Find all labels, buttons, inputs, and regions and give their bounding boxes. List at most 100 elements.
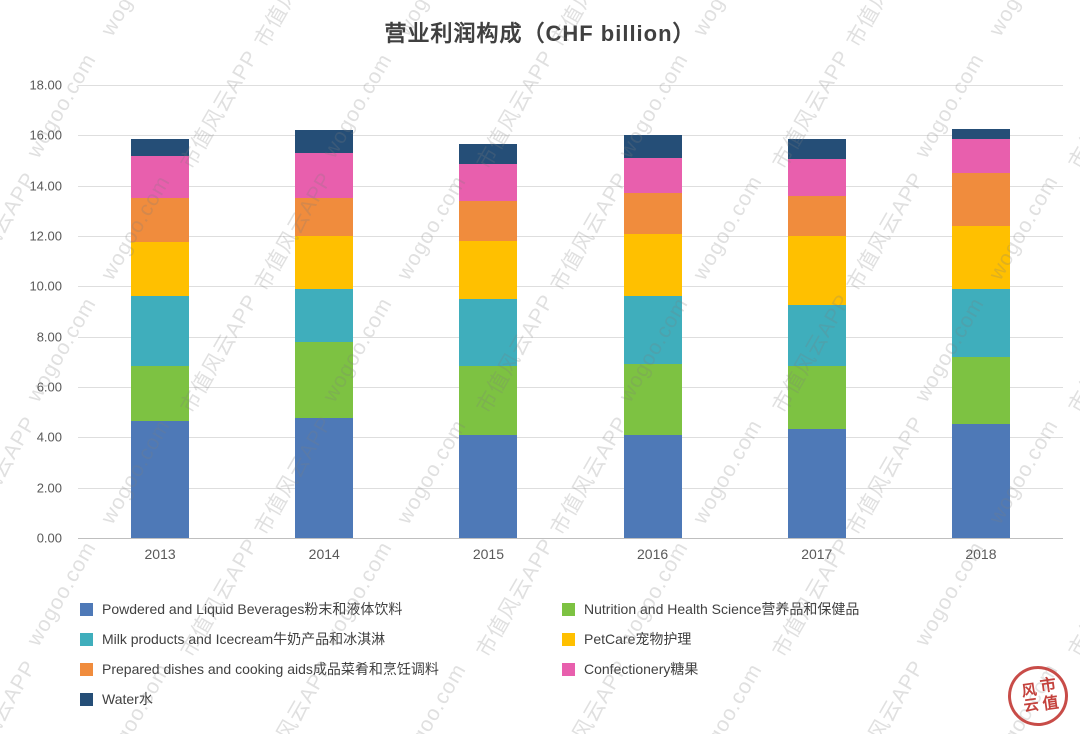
- bar-segment: [295, 341, 354, 419]
- stacked-bar-2017: [787, 85, 846, 538]
- bar-segment: [459, 164, 518, 201]
- legend-item: PetCare宠物护理: [562, 629, 1030, 649]
- legend-swatch-icon: [80, 602, 93, 616]
- legend-label: Milk products and Icecream牛奶产品和冰淇淋: [102, 631, 386, 647]
- bar-segment: [623, 193, 682, 234]
- stacked-bar-2014: [295, 85, 354, 538]
- bar-slot-2015: [406, 85, 570, 538]
- bar-slot-2017: [735, 85, 899, 538]
- bar-segment: [787, 236, 846, 306]
- bar-segment: [951, 139, 1010, 174]
- legend-swatch-icon: [562, 662, 575, 676]
- legend-item: Water水: [80, 689, 562, 709]
- bar-slot-2018: [899, 85, 1063, 538]
- bar-segment: [951, 356, 1010, 424]
- legend-item: Confectionery糖果: [562, 659, 1030, 679]
- bar-segment: [131, 139, 190, 156]
- x-axis-label: 2016: [637, 546, 669, 562]
- bar-slot-2016: [571, 85, 735, 538]
- y-axis: 0.00 2.00 4.00 6.00 8.00 10.00 12.00 14.00 16.00…: [0, 78, 70, 546]
- legend-label: Powdered and Liquid Beverages粉末和液体饮料: [102, 601, 403, 617]
- legend-item: Milk products and Icecream牛奶产品和冰淇淋: [80, 629, 562, 649]
- legend-item: Prepared dishes and cooking aids成品菜肴和烹饪调…: [80, 659, 562, 679]
- y-tick-label: 18.00: [29, 77, 62, 93]
- legend-swatch-icon: [80, 692, 93, 706]
- bar-segment: [623, 158, 682, 194]
- bar-segment: [623, 434, 682, 538]
- y-tick-label: 4.00: [36, 429, 62, 445]
- bar-segment: [131, 296, 190, 366]
- legend-swatch-icon: [80, 632, 93, 646]
- legend-item: Nutrition and Health Science营养品和保健品: [562, 599, 1030, 619]
- bar-segment: [459, 298, 518, 366]
- watermark-text: 市值风云APP: [0, 656, 42, 734]
- bar-segment: [459, 365, 518, 435]
- y-tick-label: 6.00: [36, 379, 62, 395]
- y-tick-label: 16.00: [29, 127, 62, 143]
- legend-swatch-icon: [80, 662, 93, 676]
- x-axis-labels: 2013 2014 2015 2016 2017 2018: [78, 546, 1063, 562]
- watermark-text: 市值风云APP: [1064, 534, 1080, 662]
- legend-item: Powdered and Liquid Beverages粉末和液体饮料: [80, 599, 562, 619]
- stacked-bar-2018: [951, 85, 1010, 538]
- bars-container: [78, 85, 1063, 538]
- watermark-text: 市值风云APP: [1064, 46, 1080, 174]
- gridline: [78, 437, 1063, 439]
- bar-segment: [131, 198, 190, 243]
- legend-label: PetCare宠物护理: [584, 631, 692, 647]
- bar-segment: [459, 434, 518, 538]
- y-tick-label: 14.00: [29, 178, 62, 194]
- bar-segment: [951, 173, 1010, 226]
- gridline: [78, 487, 1063, 489]
- bar-segment: [787, 365, 846, 429]
- bar-segment: [787, 159, 846, 196]
- bar-segment: [131, 365, 190, 421]
- bar-segment: [787, 195, 846, 237]
- bar-segment: [787, 139, 846, 160]
- bar-segment: [131, 242, 190, 297]
- x-axis-label: 2017: [801, 546, 833, 562]
- x-axis-line: [78, 538, 1063, 539]
- plot-area: [78, 85, 1063, 539]
- legend-label: Prepared dishes and cooking aids成品菜肴和烹饪调…: [102, 661, 439, 677]
- y-tick-label: 0.00: [36, 530, 62, 546]
- legend-swatch-icon: [562, 602, 575, 616]
- gridline: [78, 387, 1063, 388]
- bar-segment: [295, 288, 354, 342]
- bar-segment: [295, 418, 354, 538]
- bar-slot-2013: [78, 85, 242, 538]
- stacked-bar-2013: [131, 85, 190, 538]
- x-axis-label: 2013: [144, 546, 176, 562]
- bar-segment: [295, 153, 354, 199]
- chart-title: 营业利润构成（CHF billion）: [384, 21, 696, 46]
- legend-label: Water水: [102, 691, 153, 707]
- legend-swatch-icon: [562, 632, 575, 646]
- x-axis-label: 2018: [965, 546, 997, 562]
- bar-segment: [623, 233, 682, 297]
- bar-segment: [951, 423, 1010, 538]
- gridline: [78, 185, 1063, 187]
- gridline: [78, 286, 1063, 288]
- watermark-text: 市值风云APP: [1064, 290, 1080, 418]
- bar-segment: [787, 305, 846, 366]
- bar-segment: [131, 155, 190, 199]
- bar-segment: [951, 225, 1010, 289]
- y-tick-label: 10.00: [29, 278, 62, 294]
- y-tick-label: 2.00: [36, 480, 62, 496]
- legend-label: Confectionery糖果: [584, 661, 699, 677]
- bar-segment: [623, 135, 682, 159]
- stacked-bar-2015: [459, 85, 518, 538]
- x-axis-label: 2015: [472, 546, 504, 562]
- bar-segment: [459, 144, 518, 165]
- bar-segment: [131, 420, 190, 538]
- gridline: [78, 236, 1063, 237]
- bar-segment: [623, 364, 682, 435]
- bar-segment: [459, 200, 518, 242]
- x-axis-label: 2014: [308, 546, 340, 562]
- seal-left-text: 风云: [1018, 681, 1040, 714]
- bar-segment: [787, 428, 846, 538]
- bar-segment: [951, 288, 1010, 357]
- gridline: [78, 336, 1063, 338]
- stacked-bar-2016: [623, 85, 682, 538]
- bar-segment: [623, 296, 682, 365]
